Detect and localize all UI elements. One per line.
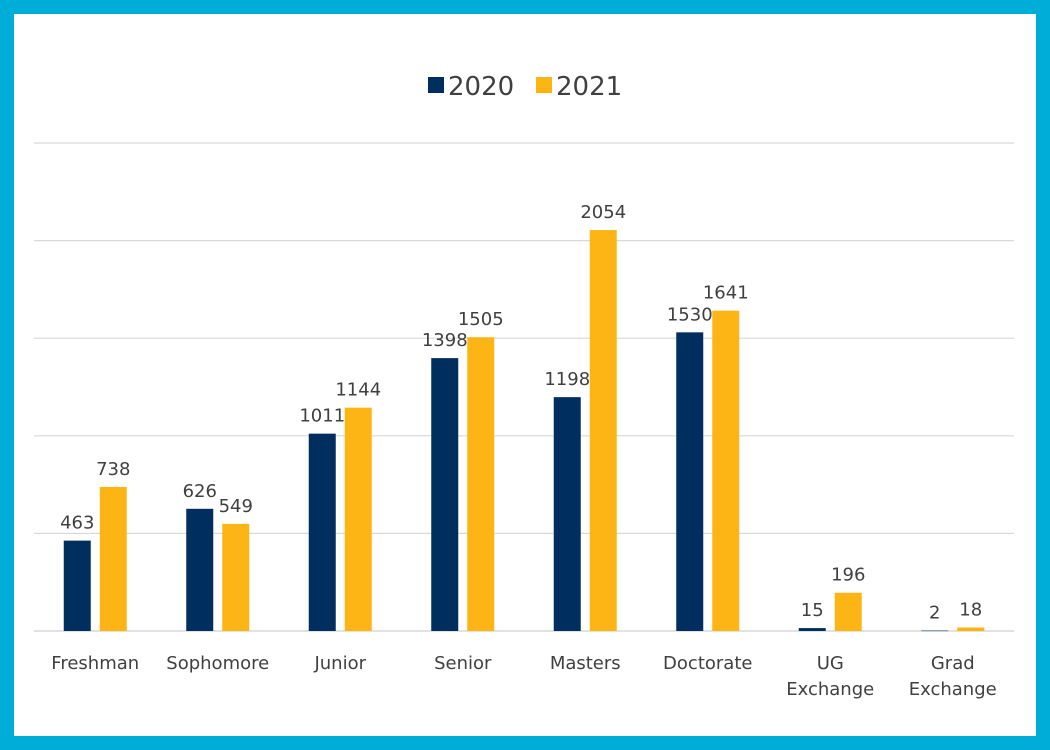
bar-2020-senior xyxy=(431,358,459,631)
bar-2020-junior xyxy=(308,433,336,631)
data-label-2020-grad-exchange: 2 xyxy=(929,603,940,624)
data-label-2020-junior: 1011 xyxy=(299,406,345,427)
legend-swatch-2021 xyxy=(536,77,552,93)
legend-label-2020: 2020 xyxy=(448,72,514,102)
legend-swatch-2020 xyxy=(428,77,444,93)
data-label-2021-junior: 1144 xyxy=(335,380,381,401)
category-label: Exchange xyxy=(786,679,874,700)
category-label: Masters xyxy=(550,653,621,674)
category-label: Doctorate xyxy=(663,653,752,674)
data-label-2020-senior: 1398 xyxy=(422,330,468,351)
bar-2020-sophomore xyxy=(186,508,214,631)
data-label-2020-sophomore: 626 xyxy=(183,481,217,502)
bar-2021-doctorate xyxy=(712,310,740,631)
bar-2021-masters xyxy=(589,230,617,631)
data-label-2020-doctorate: 1530 xyxy=(667,304,713,325)
category-label: UG xyxy=(817,653,844,674)
bar-2021-sophomore xyxy=(222,523,250,631)
data-label-2021-freshman: 738 xyxy=(96,459,130,480)
bar-2020-masters xyxy=(553,397,581,631)
bar-2021-freshman xyxy=(99,486,127,631)
data-label-2020-freshman: 463 xyxy=(60,513,94,534)
bar-2021-junior xyxy=(344,407,372,631)
bar-2021-grad-exchange xyxy=(957,627,985,631)
bar-2021-senior xyxy=(467,337,495,631)
bar-2020-doctorate xyxy=(676,332,704,631)
category-label: Senior xyxy=(434,653,492,674)
category-label: Freshman xyxy=(51,653,139,674)
data-label-2021-sophomore: 549 xyxy=(219,496,253,517)
data-label-2021-grad-exchange: 18 xyxy=(959,599,982,620)
legend-label-2021: 2021 xyxy=(556,72,622,102)
data-label-2020-masters: 1198 xyxy=(544,369,590,390)
data-label-2020-ug-exchange: 15 xyxy=(801,600,824,621)
data-label-2021-ug-exchange: 196 xyxy=(831,565,865,586)
category-label: Sophomore xyxy=(166,653,269,674)
data-label-2021-doctorate: 1641 xyxy=(703,283,749,304)
bar-2020-freshman xyxy=(63,540,91,631)
category-label: Grad xyxy=(931,653,975,674)
bar-2021-ug-exchange xyxy=(834,592,862,631)
bar-2020-ug-exchange xyxy=(798,628,826,631)
category-label: Junior xyxy=(313,653,366,674)
data-label-2021-masters: 2054 xyxy=(580,202,626,223)
bar-2020-grad-exchange xyxy=(921,630,949,632)
category-label: Exchange xyxy=(909,679,997,700)
data-label-2021-senior: 1505 xyxy=(458,309,504,330)
